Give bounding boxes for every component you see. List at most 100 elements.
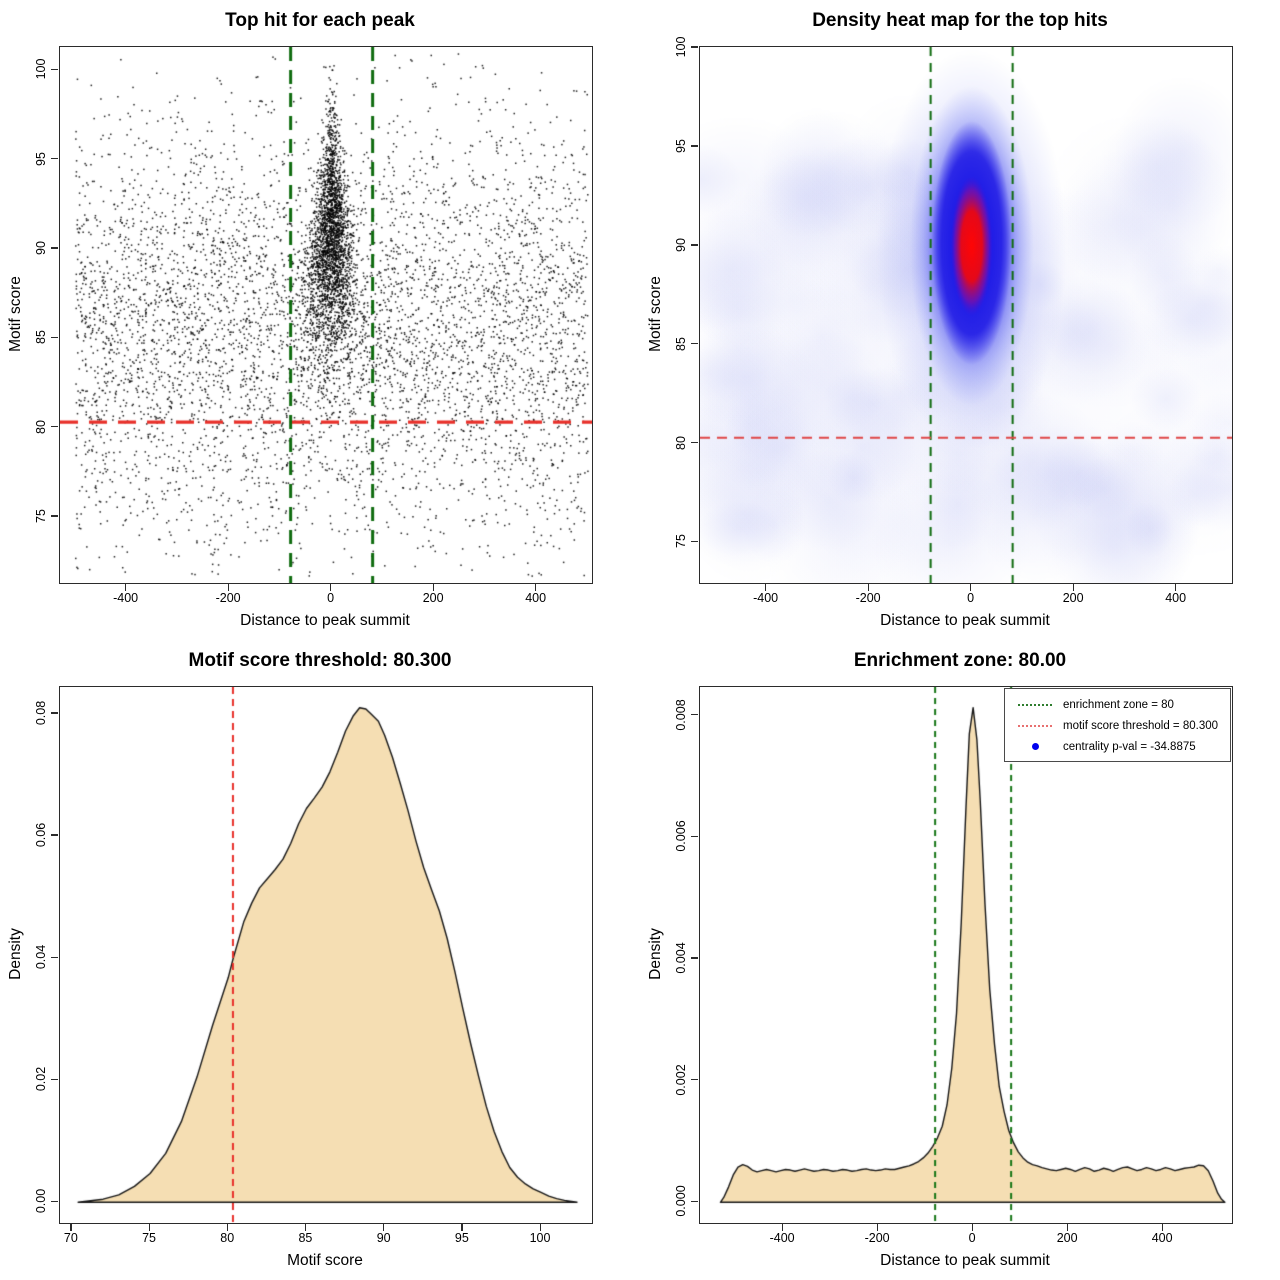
x-tick-label: -400	[769, 1231, 795, 1245]
legend-label: enrichment zone = 80	[1063, 698, 1174, 711]
x-tick-mark	[383, 1223, 385, 1231]
y-tick-label: 0.004	[674, 942, 688, 974]
y-tick-label: 0.006	[674, 820, 688, 852]
y-tick-mark	[51, 426, 58, 428]
page-title: Density heat map for the top hits	[812, 10, 1108, 31]
y-tick-label: 100	[34, 58, 48, 80]
y-tick-mark	[691, 1200, 698, 1203]
x-tick-mark	[432, 583, 434, 591]
legend: enrichment zone = 80 motif score thresho…	[1004, 688, 1231, 762]
y-tick-mark	[691, 835, 698, 838]
y-tick-mark	[51, 158, 58, 160]
x-tick-mark	[781, 1223, 783, 1231]
x-tick-mark	[70, 1223, 72, 1231]
y-tick-label: 0.008	[674, 698, 688, 731]
y-axis-label: Motif score	[647, 276, 664, 352]
x-tick-label: 90	[376, 1231, 391, 1245]
y-tick-mark	[51, 1200, 58, 1203]
y-tick-mark	[51, 956, 58, 958]
y-tick-label: 0.02	[34, 1066, 48, 1092]
y-tick-mark	[691, 442, 698, 444]
plot-area	[699, 686, 1233, 1224]
y-tick-label: 0.08	[34, 700, 48, 726]
y-axis-label: Density	[647, 928, 664, 980]
dotted-line-icon	[1018, 703, 1052, 706]
x-tick-mark	[227, 583, 229, 591]
x-tick-mark	[330, 583, 332, 591]
y-tick-mark	[691, 540, 698, 543]
x-tick-label: 200	[422, 591, 444, 605]
page-title: Enrichment zone: 80.00	[853, 650, 1067, 671]
legend-item-score-threshold: motif score threshold = 80.300	[1005, 715, 1230, 736]
dotted-line-icon	[1018, 724, 1052, 727]
x-tick-mark	[148, 1223, 150, 1231]
x-tick-mark	[304, 1223, 307, 1231]
y-tick-mark	[51, 834, 58, 836]
y-tick-mark	[691, 244, 698, 246]
x-tick-mark	[876, 1223, 878, 1231]
x-tick-label: 0	[327, 591, 335, 605]
x-axis-label: Distance to peak summit	[880, 612, 1050, 629]
y-tick-label: 0.000	[674, 1185, 688, 1217]
y-tick-label: 85	[674, 336, 688, 351]
distance-density-canvas	[700, 687, 1232, 1223]
y-tick-label: 95	[34, 151, 48, 166]
y-tick-label: 75	[34, 508, 48, 523]
x-tick-mark	[1072, 583, 1074, 591]
y-tick-mark	[51, 336, 58, 339]
y-tick-mark	[691, 46, 698, 48]
plot-area	[59, 686, 593, 1224]
page-title: Motif score threshold: 80.300	[188, 650, 452, 671]
plot-area	[699, 46, 1233, 584]
y-tick-label: 0.002	[674, 1063, 688, 1096]
x-tick-mark	[1066, 1223, 1068, 1231]
heatmap-canvas	[700, 47, 1232, 583]
y-tick-label: 90	[34, 240, 48, 255]
x-tick-mark	[1175, 583, 1177, 591]
x-tick-label: 85	[298, 1231, 313, 1245]
x-tick-label: 200	[1062, 591, 1084, 605]
x-tick-label: 95	[454, 1231, 469, 1245]
x-tick-label: 400	[1151, 1231, 1173, 1245]
y-tick-mark	[691, 145, 698, 147]
x-axis-label: Distance to peak summit	[880, 1252, 1050, 1269]
y-tick-label: 0.00	[34, 1189, 48, 1214]
y-tick-label: 0.06	[34, 822, 48, 848]
panel-density-heatmap: Density heat map for the top hits Distan…	[640, 0, 1280, 640]
panel-top-hits-scatter: Top hit for each peak Distance to peak s…	[0, 0, 640, 640]
legend-label: centrality p-val = -34.8875	[1063, 740, 1196, 753]
x-tick-label: 75	[142, 1231, 157, 1245]
y-tick-label: 0.04	[34, 944, 48, 970]
x-tick-label: 80	[220, 1231, 235, 1245]
panel-distance-density: Enrichment zone: 80.00 Distance to peak …	[640, 640, 1280, 1280]
legend-label: motif score threshold = 80.300	[1063, 719, 1219, 732]
y-tick-label: 80	[34, 419, 48, 434]
y-tick-mark	[691, 1079, 698, 1081]
y-tick-mark	[51, 1078, 58, 1080]
y-tick-label: 75	[674, 534, 688, 549]
x-tick-mark	[539, 1223, 541, 1231]
x-tick-mark	[1161, 1223, 1163, 1231]
x-tick-label: -400	[113, 591, 139, 605]
motif-density-canvas	[60, 687, 592, 1223]
x-tick-mark	[970, 583, 972, 591]
x-tick-mark	[971, 1223, 973, 1231]
y-tick-label: 90	[674, 237, 688, 252]
x-axis-label: Distance to peak summit	[240, 612, 410, 629]
y-tick-mark	[51, 247, 58, 249]
x-axis-label: Motif score	[287, 1252, 363, 1269]
x-tick-label: -200	[864, 1231, 890, 1245]
x-tick-label: 0	[968, 1231, 976, 1245]
x-tick-label: 400	[1165, 591, 1187, 605]
x-tick-label: -200	[215, 591, 241, 605]
x-tick-label: 400	[525, 591, 547, 605]
scatter-plot-canvas	[60, 47, 592, 583]
x-tick-mark	[535, 583, 537, 591]
x-tick-label: -200	[855, 591, 881, 605]
dot-icon	[1031, 743, 1039, 750]
panel-motif-score-density: Motif score threshold: 80.300 Motif scor…	[0, 640, 640, 1280]
plot-area	[59, 46, 593, 584]
y-tick-mark	[691, 714, 698, 716]
x-tick-label: 100	[529, 1231, 551, 1245]
y-tick-label: 80	[674, 435, 688, 450]
